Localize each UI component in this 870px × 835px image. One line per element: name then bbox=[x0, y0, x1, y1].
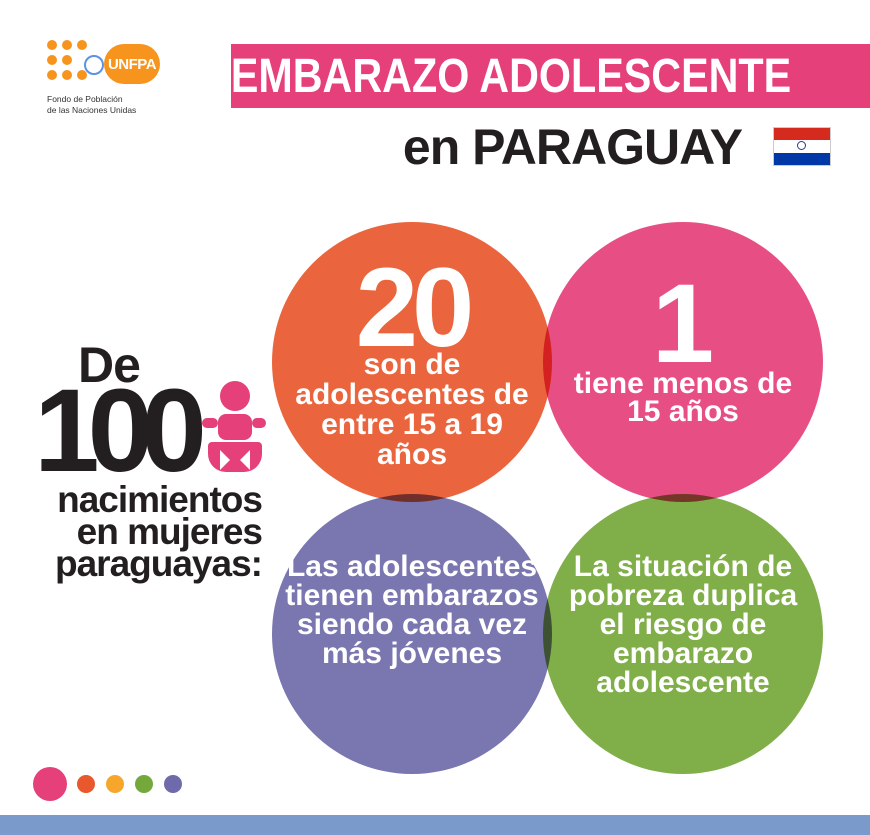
stat-text-under-15: tiene menos de 15 años bbox=[573, 367, 793, 428]
decor-dot-orange bbox=[77, 775, 95, 793]
decor-dot-purple bbox=[164, 775, 182, 793]
logo-dot bbox=[47, 55, 57, 65]
footer-bar bbox=[0, 815, 870, 835]
un-emblem-icon bbox=[84, 55, 104, 75]
flag-emblem-icon bbox=[797, 141, 806, 150]
statement-hundred: 100 bbox=[34, 365, 207, 497]
logo-dot bbox=[47, 40, 57, 50]
stat-number-1: 1 bbox=[651, 261, 715, 386]
circle-green bbox=[543, 494, 823, 774]
title-banner bbox=[231, 44, 870, 108]
circle-orange bbox=[272, 222, 552, 502]
stat-text-younger: Las adolescentes tienen embarazos siendo… bbox=[285, 550, 539, 670]
logo-dot bbox=[62, 55, 72, 65]
statement-de: De bbox=[78, 337, 141, 393]
logo-caption-line2: de las Naciones Unidas bbox=[47, 105, 137, 115]
unfpa-logo: UNFPA bbox=[104, 44, 160, 84]
stat-text-poverty: La situación de pobreza duplica el riesg… bbox=[568, 550, 798, 699]
logo-caption-line1: Fondo de Población bbox=[47, 94, 123, 104]
stat-text-adolescents: son de adolescentes de entre 15 a 19 año… bbox=[295, 348, 529, 471]
logo-dot bbox=[47, 70, 57, 80]
circle-pink bbox=[543, 222, 823, 502]
unfpa-logo-dots bbox=[47, 40, 111, 86]
decor-dot-pink bbox=[33, 767, 67, 801]
page-subtitle: en PARAGUAY bbox=[402, 119, 743, 175]
page-title: EMBARAZO ADOLESCENTE bbox=[230, 49, 792, 103]
decor-dot-yellow bbox=[106, 775, 124, 793]
circle-purple bbox=[272, 494, 552, 774]
logo-dot bbox=[77, 70, 87, 80]
logo-dot bbox=[62, 70, 72, 80]
baby-icon bbox=[202, 381, 266, 472]
decor-dot-green bbox=[135, 775, 153, 793]
logo-dot bbox=[77, 40, 87, 50]
statement-rest: nacimientos en mujeres paraguayas: bbox=[55, 479, 263, 584]
stat-number-20: 20 bbox=[355, 245, 475, 370]
logo-dot bbox=[62, 40, 72, 50]
